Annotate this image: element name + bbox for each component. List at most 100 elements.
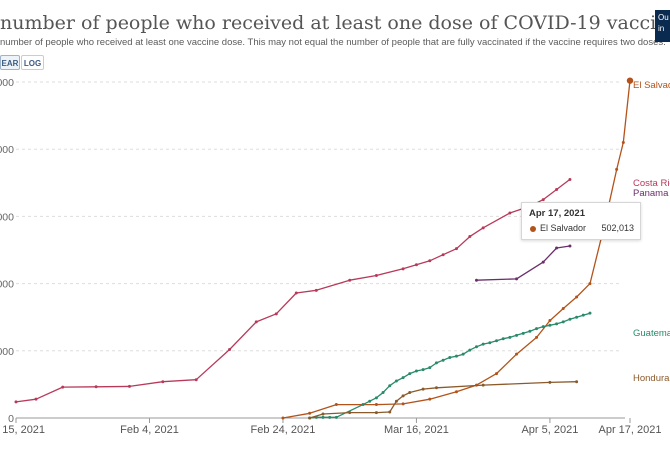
tooltip-value: 502,013 (601, 223, 634, 233)
data-point (535, 327, 539, 331)
data-point (575, 380, 579, 384)
data-point (555, 246, 559, 250)
tooltip-series-dot (530, 226, 536, 232)
data-point (34, 397, 38, 401)
data-point (401, 402, 405, 406)
data-point (615, 167, 619, 171)
data-point (495, 372, 499, 376)
data-point (388, 384, 392, 388)
data-point (508, 211, 512, 215)
data-point (475, 278, 478, 282)
x-tick-label: Mar 16, 2021 (384, 424, 449, 436)
data-point (561, 320, 565, 324)
data-point (394, 399, 398, 403)
data-point (401, 394, 405, 398)
owid-logo[interactable]: Ou in (655, 10, 670, 42)
data-point (568, 244, 572, 248)
log-scale-button[interactable]: LOG (21, 55, 44, 70)
data-point (428, 259, 432, 263)
data-point (194, 378, 198, 382)
chart-tooltip: Apr 17, 2021 El Salvador 502,013 (521, 202, 641, 240)
y-tick-label: 0 (8, 413, 14, 425)
series-panama (475, 244, 572, 282)
data-point (94, 385, 98, 389)
logo-line-1: Ou (658, 13, 669, 22)
data-point (588, 282, 592, 286)
chart-series (14, 77, 634, 420)
data-point (254, 320, 258, 324)
data-point (441, 253, 445, 257)
data-point (588, 311, 592, 315)
data-point (448, 356, 452, 360)
data-point (541, 325, 545, 329)
series-label: Guatemala (633, 328, 670, 339)
x-tick-label: Feb 4, 2021 (120, 424, 179, 436)
chart-grid: 0000000000000000 (0, 77, 620, 425)
y-tick-label: 000 (0, 144, 14, 156)
series-honduras (308, 380, 579, 420)
data-point (541, 260, 545, 264)
data-point (127, 384, 131, 388)
tooltip-series-name: El Salvador (540, 223, 587, 233)
data-point (575, 315, 579, 319)
data-point (421, 368, 425, 372)
data-point (401, 267, 405, 271)
data-point (374, 274, 378, 278)
data-point (441, 358, 445, 362)
data-point (475, 345, 478, 349)
data-point (414, 369, 418, 373)
data-point (414, 263, 418, 267)
data-point (308, 411, 312, 415)
data-point (581, 313, 585, 317)
x-tick-label: an 15, 2021 (0, 424, 45, 436)
data-point (401, 376, 405, 380)
data-point (408, 372, 412, 376)
y-tick-label: 000 (0, 346, 14, 358)
data-point (575, 295, 579, 299)
data-point (515, 277, 519, 281)
logo-line-2: in (658, 24, 665, 33)
data-point (361, 403, 365, 407)
data-point (421, 387, 425, 391)
data-point (374, 411, 378, 415)
data-point (555, 322, 559, 326)
x-tick-label: Apr 5, 2021 (521, 424, 578, 436)
y-tick-label: 000 (0, 77, 14, 89)
data-point (428, 397, 432, 401)
tooltip-date: Apr 17, 2021 (529, 208, 585, 219)
data-point (368, 399, 372, 403)
highlight-point (626, 77, 634, 84)
data-point (555, 188, 559, 192)
data-point (328, 415, 332, 419)
chart-subtitle: number of people who received at least o… (0, 37, 666, 48)
data-point (314, 288, 318, 292)
data-point (495, 339, 499, 343)
data-point (481, 342, 485, 346)
data-point (274, 312, 278, 316)
data-point (394, 379, 398, 383)
y-tick-label: 000 (0, 211, 14, 223)
data-point (454, 354, 458, 358)
series-labels: El Salvador Costa RicaPanama Guatemala Hond… (633, 80, 670, 384)
series-label: Panama (633, 188, 669, 199)
series-line (309, 312, 591, 419)
data-point (454, 390, 458, 394)
data-point (321, 412, 325, 416)
data-point (548, 380, 552, 384)
series-guatemala (308, 311, 592, 420)
data-point (321, 415, 325, 419)
data-point (434, 361, 438, 365)
data-point (528, 329, 532, 333)
linear-scale-button[interactable]: EAR (0, 55, 20, 70)
x-axis: an 15, 2021 Feb 4, 2021 Feb 24, 2021 Mar 16… (0, 417, 662, 436)
data-point (508, 335, 512, 339)
data-point (348, 278, 352, 282)
data-point (548, 319, 552, 323)
data-point (568, 177, 572, 181)
data-point (621, 140, 625, 144)
data-point (228, 347, 232, 351)
data-point (348, 411, 352, 415)
data-point (388, 410, 392, 414)
series-line (476, 245, 570, 281)
